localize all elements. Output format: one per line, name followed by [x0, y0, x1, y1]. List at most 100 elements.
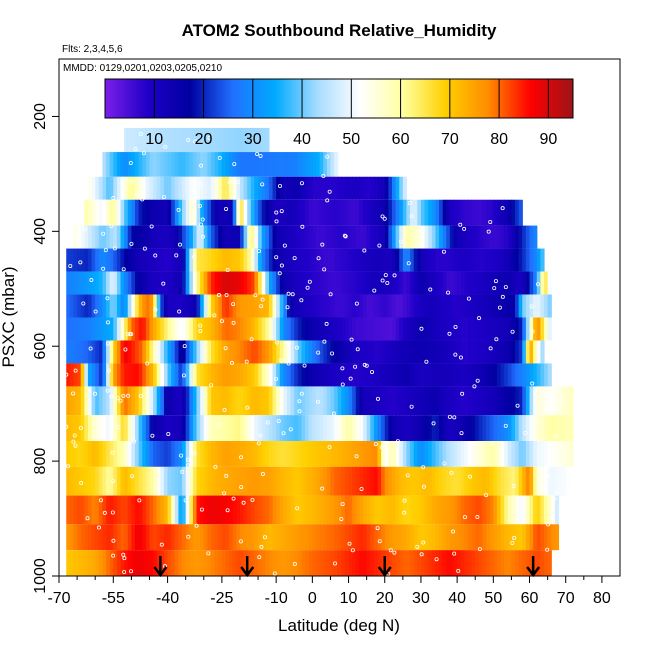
heat-cell: [355, 415, 361, 442]
heat-cell: [113, 271, 118, 295]
heat-cell: [388, 550, 393, 576]
heat-cell: [442, 317, 447, 341]
heat-cell: [457, 317, 462, 341]
heat-cell: [431, 225, 437, 249]
sample-marker: [380, 214, 385, 219]
heat-cell: [250, 441, 256, 467]
heat-cell: [95, 294, 100, 318]
heat-cell: [95, 441, 100, 467]
heat-cell: [69, 386, 75, 416]
heat-cell: [218, 495, 223, 525]
heat-cell: [515, 317, 520, 341]
heat-cell: [160, 386, 165, 416]
heat-cell: [261, 340, 266, 364]
heat-cell: [442, 441, 447, 467]
heat-cell: [156, 340, 161, 364]
heat-cell: [243, 248, 248, 272]
heat-cell: [178, 466, 183, 496]
sample-marker: [213, 464, 218, 469]
heat-cell: [185, 271, 190, 295]
heat-cell: [507, 317, 513, 341]
heat-cell: [478, 466, 484, 496]
heat-cell: [312, 415, 317, 442]
heat-cell: [439, 271, 444, 295]
sample-marker: [322, 339, 327, 344]
heat-cell: [348, 317, 353, 341]
heat-cell: [486, 199, 491, 226]
heat-cell: [192, 225, 198, 249]
heat-cell: [540, 271, 545, 295]
heat-cell: [73, 524, 78, 551]
heat-cell: [229, 127, 234, 153]
heat-cell: [344, 524, 350, 551]
heat-cell: [98, 495, 104, 525]
heat-cell: [283, 248, 288, 272]
heat-cell: [131, 363, 136, 387]
heat-cell: [504, 340, 509, 364]
heat-cell: [156, 199, 161, 226]
heat-cell: [308, 248, 313, 272]
heat-cell: [153, 415, 158, 442]
heat-cell: [562, 386, 567, 416]
heat-cell: [149, 495, 154, 525]
heat-cell: [457, 415, 462, 442]
heat-cell: [464, 386, 469, 416]
heat-cell: [341, 495, 346, 525]
heat-cell: [106, 176, 111, 200]
heat-cell: [486, 340, 491, 364]
heat-cell: [106, 248, 111, 272]
sample-marker: [325, 154, 330, 159]
heat-cell: [196, 340, 201, 364]
heat-cell: [366, 340, 371, 364]
heat-cell: [478, 363, 484, 387]
sample-marker: [274, 210, 279, 215]
heat-cell: [250, 199, 256, 226]
heat-cell: [511, 199, 516, 226]
heat-cell: [229, 199, 234, 226]
heat-cell: [127, 225, 132, 249]
heat-cell: [98, 225, 104, 249]
heat-cell: [276, 225, 281, 249]
heat-cell: [113, 441, 118, 467]
heat-cell: [120, 225, 125, 249]
heat-cell: [124, 176, 129, 200]
heat-cell: [116, 466, 122, 496]
heat-cell: [73, 441, 78, 467]
heat-cell: [297, 248, 303, 272]
sample-marker: [328, 292, 333, 297]
heat-cell: [297, 550, 303, 576]
heat-cell: [80, 495, 85, 525]
heat-cell: [449, 441, 455, 467]
heat-cell: [319, 550, 324, 576]
heat-cell: [431, 550, 437, 576]
heat-cell: [305, 441, 310, 467]
heat-cell: [149, 271, 154, 295]
heat-cell: [153, 294, 158, 318]
heat-cell: [297, 363, 303, 387]
heat-cell: [341, 386, 346, 416]
heat-cell: [348, 495, 353, 525]
heat-cell: [504, 199, 509, 226]
heat-cell: [301, 152, 306, 177]
heat-cell: [243, 466, 248, 496]
heat-cell: [428, 363, 433, 387]
heat-cell: [153, 127, 158, 153]
heat-cell: [348, 550, 353, 576]
heat-cell: [381, 466, 386, 496]
heat-cell: [373, 340, 379, 364]
heat-cell: [77, 294, 82, 318]
heat-cell: [533, 441, 538, 467]
heat-cell: [540, 524, 545, 551]
heat-cell: [211, 176, 216, 200]
heat-cell: [410, 317, 415, 341]
heat-cell: [334, 225, 339, 249]
colorbar-tick-label: 10: [145, 131, 163, 148]
heat-cell: [120, 152, 125, 177]
sample-marker: [274, 219, 279, 224]
heat-cell: [460, 271, 465, 295]
sample-marker: [285, 305, 290, 310]
heat-cell: [200, 225, 205, 249]
sample-marker: [350, 548, 355, 553]
heat-cell: [297, 152, 303, 177]
heat-cell: [446, 199, 451, 226]
